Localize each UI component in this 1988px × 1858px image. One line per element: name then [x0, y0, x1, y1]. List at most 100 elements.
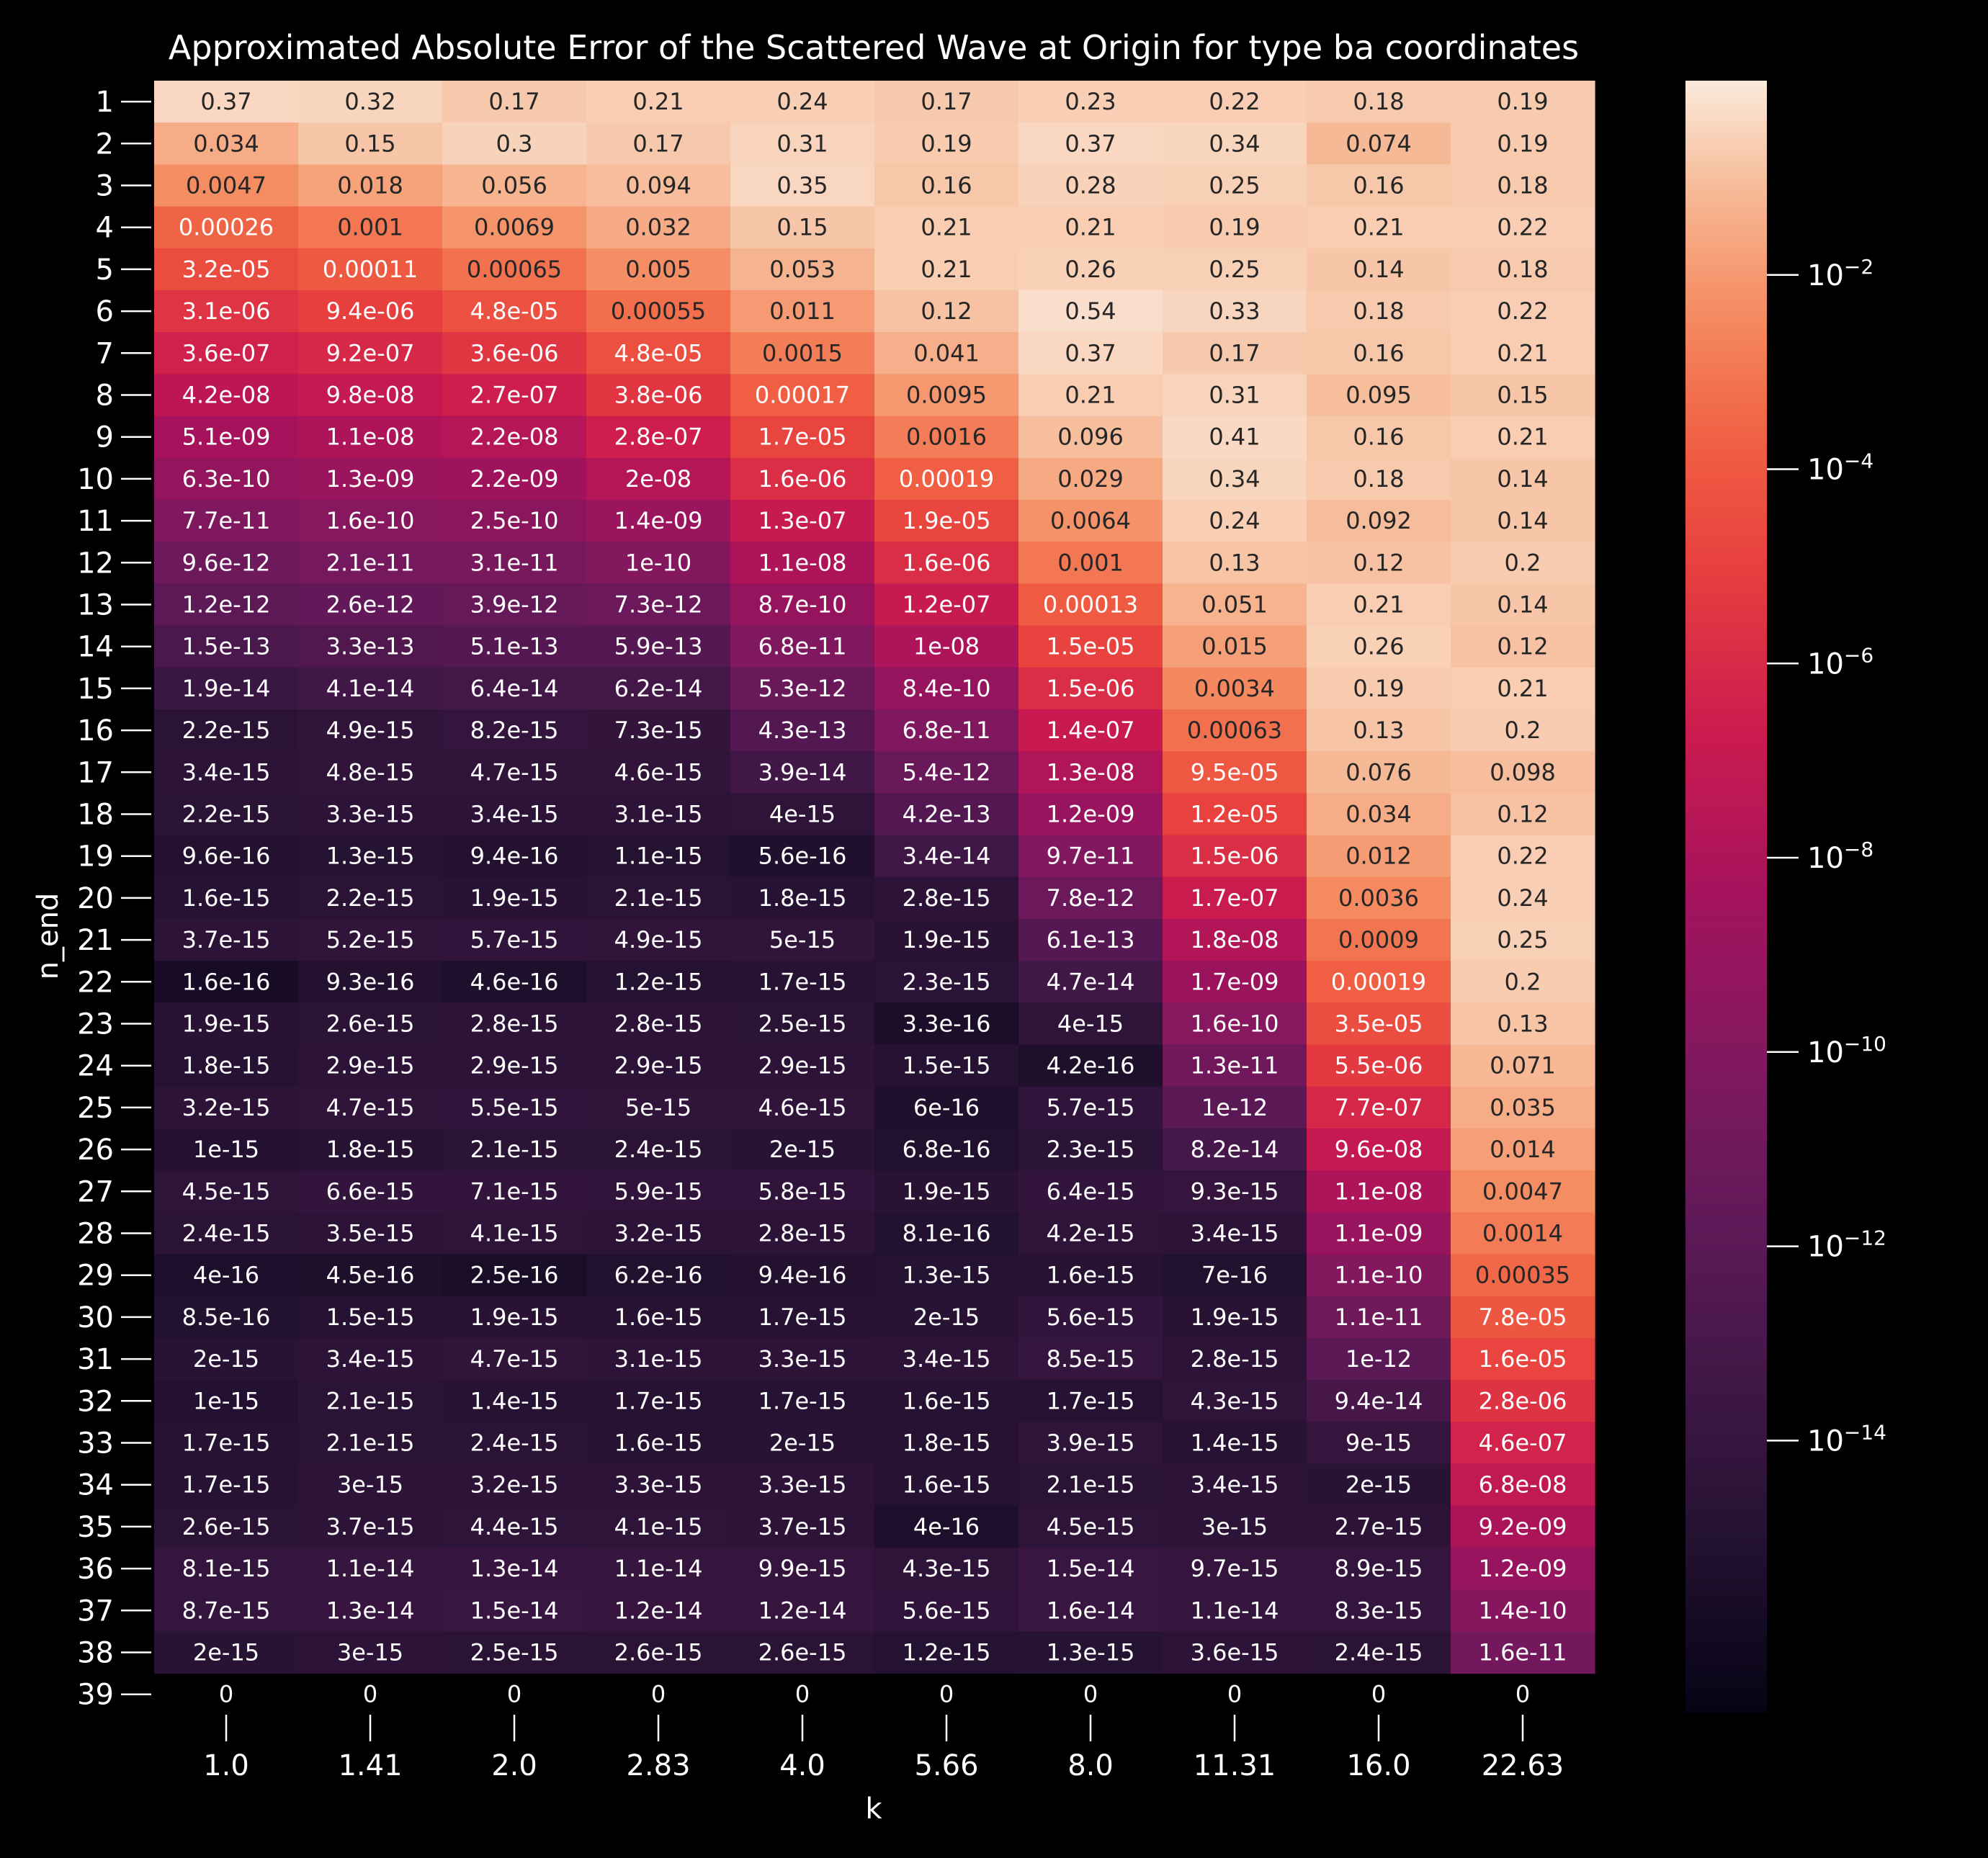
cell-value-label: 0.051: [1201, 591, 1268, 619]
heatmap-cell: [874, 1212, 1019, 1255]
cell-value-label: 7.1e-15: [470, 1177, 559, 1205]
y-tick-label: 4: [96, 212, 114, 245]
heatmap-cell: [154, 164, 299, 207]
heatmap-cell: [442, 1548, 587, 1590]
heatmap-cell: [298, 164, 443, 207]
heatmap-cell: [730, 1422, 875, 1465]
heatmap-cell: [1307, 835, 1451, 878]
heatmap-cell: [1307, 1044, 1451, 1087]
heatmap-cell: [730, 1296, 875, 1339]
heatmap-cell: [298, 81, 443, 123]
heatmap-cell: [874, 206, 1019, 249]
cell-value-label: 9.3e-16: [326, 968, 415, 995]
cell-value-label: 1e-12: [1346, 1345, 1412, 1373]
cell-value-label: 2.8e-15: [1191, 1345, 1279, 1373]
colorbar-tick-label: 10−8: [1807, 838, 1873, 875]
heatmap-cell: [586, 206, 731, 249]
cell-value-label: 1.7e-15: [758, 1303, 847, 1331]
heatmap-cell: [586, 500, 731, 542]
y-tick-label: 26: [77, 1134, 114, 1167]
heatmap-cell: [442, 1463, 587, 1507]
cell-value-label: 5.8e-15: [758, 1177, 847, 1205]
heatmap-cell: [586, 793, 731, 836]
cell-value-label: 0.25: [1209, 172, 1260, 199]
heatmap-cell: [442, 81, 587, 123]
cell-value-label: 3.2e-15: [614, 1220, 703, 1247]
cell-value-label: 8.5e-15: [1047, 1345, 1135, 1373]
cell-value-label: 0: [651, 1681, 666, 1708]
cell-value-label: 2.4e-15: [1335, 1639, 1423, 1666]
cell-value-label: 1.1e-14: [326, 1555, 415, 1582]
heatmap-cell: [586, 81, 731, 123]
cell-value-label: 6.1e-13: [1047, 926, 1135, 953]
heatmap-cell: [874, 164, 1019, 207]
x-tick-label: 1.41: [338, 1749, 402, 1782]
x-tick-label: 5.66: [914, 1749, 978, 1782]
cell-value-label: 0.35: [776, 172, 828, 199]
y-tick-label: 14: [77, 631, 114, 664]
heatmap-cell: [586, 919, 731, 961]
cell-value-label: 0.23: [1065, 88, 1116, 115]
cell-value-label: 0.12: [1497, 633, 1548, 660]
heatmap-cell: [154, 1422, 299, 1465]
y-tick-label: 1: [96, 86, 114, 119]
cell-value-label: 2.3e-15: [1047, 1136, 1135, 1163]
heatmap-cell: [1451, 1212, 1595, 1255]
cell-value-label: 1.8e-15: [758, 884, 847, 912]
cell-value-label: 2e-08: [625, 465, 691, 493]
heatmap-cell: [1307, 500, 1451, 542]
y-tick-label: 9: [96, 421, 114, 454]
heatmap-cells: [154, 81, 1595, 1674]
heatmap-cell: [154, 709, 299, 752]
cell-value-label: 7.7e-11: [182, 507, 271, 534]
x-tick-label: 22.63: [1482, 1749, 1564, 1782]
cell-value-label: 0.37: [1065, 130, 1116, 157]
cell-value-label: 0.54: [1065, 297, 1116, 325]
heatmap-cell: [1451, 1505, 1595, 1548]
heatmap-cell: [874, 122, 1019, 165]
cell-value-label: 0.16: [1353, 172, 1404, 199]
cell-value-label: 2.4e-15: [182, 1220, 271, 1247]
heatmap-cell: [1307, 793, 1451, 836]
cell-value-label: 0.26: [1353, 633, 1404, 660]
heatmap-cell: [586, 751, 731, 794]
heatmap-cell: [1451, 1128, 1595, 1171]
heatmap-cell: [298, 1338, 443, 1381]
cell-value-label: 4.8e-05: [614, 339, 703, 367]
heatmap-cell: [1018, 1212, 1163, 1255]
cell-value-label: 4.7e-15: [470, 758, 559, 786]
heatmap-cell: [1018, 1170, 1163, 1213]
cell-value-label: 0.25: [1497, 926, 1548, 953]
cell-value-label: 1.3e-15: [326, 843, 415, 870]
heatmap-cell: [1451, 1044, 1595, 1087]
cell-value-label: 1.9e-15: [903, 1177, 991, 1205]
heatmap-cell: [442, 1086, 587, 1129]
cell-value-label: 3.7e-15: [326, 1513, 415, 1540]
cell-value-label: 0.001: [1057, 549, 1124, 576]
cell-value-label: 4.6e-15: [614, 758, 703, 786]
heatmap-cell: [730, 374, 875, 417]
cell-value-label: 0.26: [1065, 256, 1116, 283]
cell-value-label: 0.0036: [1338, 884, 1419, 912]
heatmap-cell: [1451, 1170, 1595, 1213]
heatmap-cell: [154, 919, 299, 961]
cell-value-label: 9.7e-15: [1191, 1555, 1279, 1582]
heatmap-cell: [1163, 1380, 1307, 1422]
heatmap-cell: [874, 1589, 1019, 1632]
cell-value-label: 0.0064: [1050, 507, 1131, 534]
cell-value-label: 0.12: [921, 297, 972, 325]
y-tick-label: 37: [77, 1594, 114, 1628]
cell-value-label: 9.9e-15: [758, 1555, 847, 1582]
heatmap-cell: [442, 457, 587, 501]
heatmap-cell: [1307, 1422, 1451, 1465]
cell-value-label: 2.8e-15: [903, 884, 991, 912]
cell-value-label: 0.19: [1353, 675, 1404, 702]
heatmap-cell: [586, 835, 731, 878]
heatmap-cell: [154, 625, 299, 668]
cell-value-label: 0.0047: [1482, 1177, 1563, 1205]
heatmap-cell: [1163, 1170, 1307, 1213]
cell-value-label: 7.8e-05: [1479, 1303, 1567, 1331]
cell-value-label: 5.3e-12: [758, 675, 847, 702]
cell-value-label: 2.1e-15: [470, 1136, 559, 1163]
heatmap-cell: [1307, 667, 1451, 710]
